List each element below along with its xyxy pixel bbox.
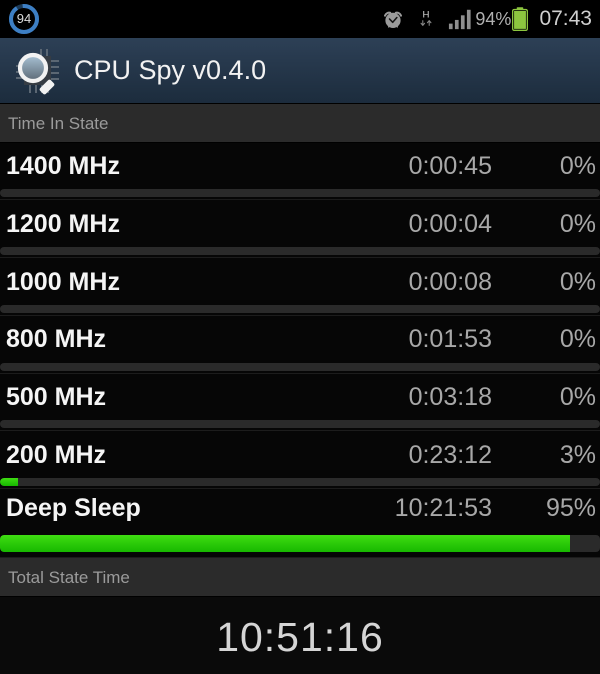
svg-text:H: H bbox=[423, 9, 430, 20]
